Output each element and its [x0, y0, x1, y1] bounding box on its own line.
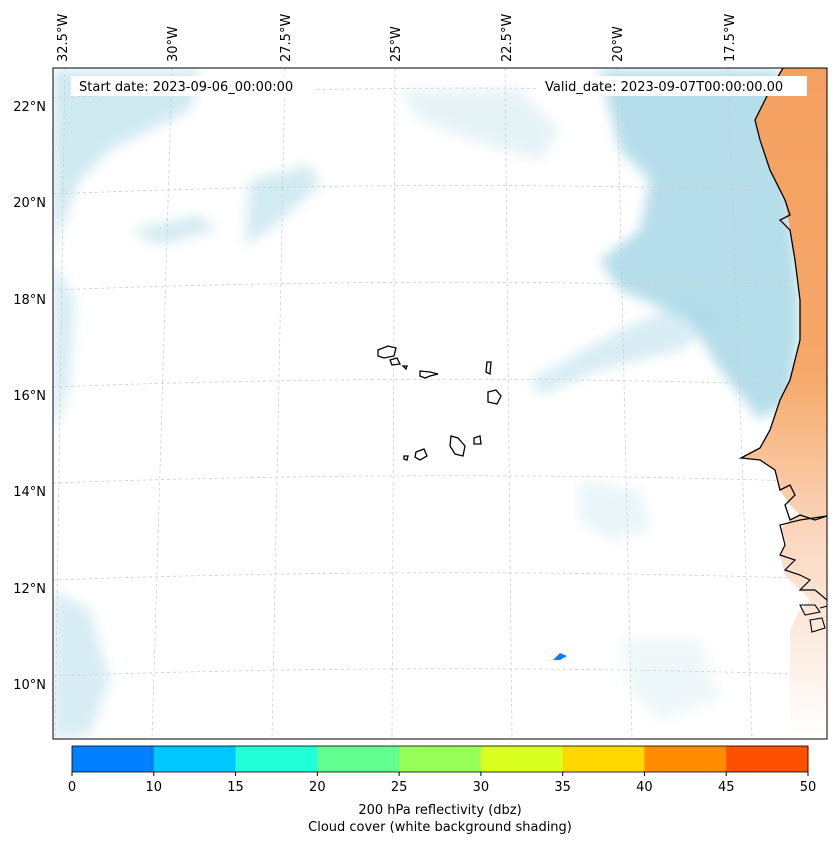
colorbar-tick-label: 25 — [391, 780, 408, 795]
lon-label-27-5w: 27.5°W — [279, 14, 294, 62]
colorbar-sublabel: Cloud cover (white background shading) — [308, 820, 572, 835]
island-brava — [403, 455, 409, 461]
lat-label-10n: 10°N — [13, 678, 46, 693]
colorbar-label: 200 hPa reflectivity (dbz) — [358, 803, 521, 818]
cloud-patch-west-edge — [53, 260, 75, 430]
colorbar-ticks: 0 10 15 20 25 30 35 40 45 50 — [68, 772, 816, 795]
cape-verde-islands — [377, 345, 502, 461]
lat-label-18n: 18°N — [13, 293, 46, 308]
latitude-labels: 22°N 20°N 18°N 16°N 14°N 12°N 10°N — [13, 100, 46, 693]
island-santa-luzia — [401, 365, 408, 371]
cloud-patch-northwest — [53, 70, 200, 260]
island-maio — [473, 435, 482, 445]
lat-label-22n: 22°N — [13, 100, 46, 115]
graticule — [53, 68, 827, 739]
colorbar-tick-label: 35 — [554, 780, 571, 795]
africa-coastline — [738, 68, 827, 521]
coastline-bijagos — [799, 604, 827, 633]
colorbar-segment — [399, 746, 482, 772]
colorbar-segment — [72, 746, 155, 772]
start-date-label: Start date: 2023-09-06_00:00:00 — [79, 80, 293, 95]
lon-label-17-5w: 17.5°W — [723, 14, 738, 62]
longitude-labels: 32.5°W 30°W 27.5°W 25°W 22.5°W 20°W 17.5… — [56, 14, 738, 62]
colorbar-tick-label: 45 — [718, 780, 735, 795]
lat-label-12n: 12°N — [13, 582, 46, 597]
lon-label-20w: 20°W — [611, 26, 626, 62]
map-frame — [52, 67, 828, 740]
colorbar-segment — [153, 746, 237, 772]
colorbar-segment — [235, 746, 318, 772]
colorbar-segments — [72, 746, 809, 772]
colorbar-segment — [562, 746, 645, 772]
colorbar-segment — [726, 746, 809, 772]
colorbar-frame — [71, 745, 809, 773]
island-sao-nicolau — [419, 370, 439, 379]
cloud-patch-south-center — [580, 480, 650, 540]
map-area — [53, 68, 827, 739]
colorbar-tick-label: 15 — [227, 780, 244, 795]
island-sal — [485, 361, 492, 376]
lon-label-25w: 25°W — [389, 26, 404, 62]
colorbar-tick-label: 50 — [800, 780, 817, 795]
colorbar: 0 10 15 20 25 30 35 40 45 50 200 hPa reflectivity… — [68, 745, 816, 835]
lat-label-16n: 16°N — [13, 389, 46, 404]
cloud-patch-east-main — [600, 70, 800, 420]
island-santo-antao — [377, 345, 397, 359]
lon-label-30w: 30°W — [166, 26, 181, 62]
valid-date-box — [538, 76, 807, 96]
lat-label-20n: 20°N — [13, 196, 46, 211]
colorbar-tick-label: 30 — [473, 780, 490, 795]
island-boa-vista — [487, 389, 502, 405]
colorbar-segment — [644, 746, 727, 772]
colorbar-segment — [480, 746, 564, 772]
lon-label-32-5w: 32.5°W — [56, 14, 71, 62]
colorbar-tick-label: 40 — [636, 780, 653, 795]
cloud-patch-north-center — [245, 165, 320, 245]
cloud-patch-southwest — [53, 590, 110, 739]
start-date-box — [71, 76, 313, 96]
cloud-patch-south-east — [620, 640, 720, 720]
lat-label-14n: 14°N — [13, 485, 46, 500]
cloud-patch-center-north — [400, 90, 560, 160]
cloud-patch-north-band — [130, 215, 215, 245]
island-santiago — [449, 435, 466, 457]
colorbar-tick-label: 20 — [309, 780, 326, 795]
island-sao-vicente — [389, 357, 401, 366]
island-fogo — [414, 448, 428, 461]
colorbar-segment — [317, 746, 400, 772]
valid-date-label: Valid_date: 2023-09-07T00:00:00.00 — [545, 80, 783, 95]
colorbar-tick-label: 0 — [68, 780, 76, 795]
coastline-south — [779, 515, 827, 601]
africa-land — [741, 68, 827, 739]
colorbar-tick-label: 10 — [146, 780, 163, 795]
reflectivity-cell — [553, 653, 567, 660]
cloud-patch-east-streak — [530, 300, 720, 395]
cloud-cover-shading — [53, 70, 800, 739]
lon-label-22-5w: 22.5°W — [500, 14, 515, 62]
